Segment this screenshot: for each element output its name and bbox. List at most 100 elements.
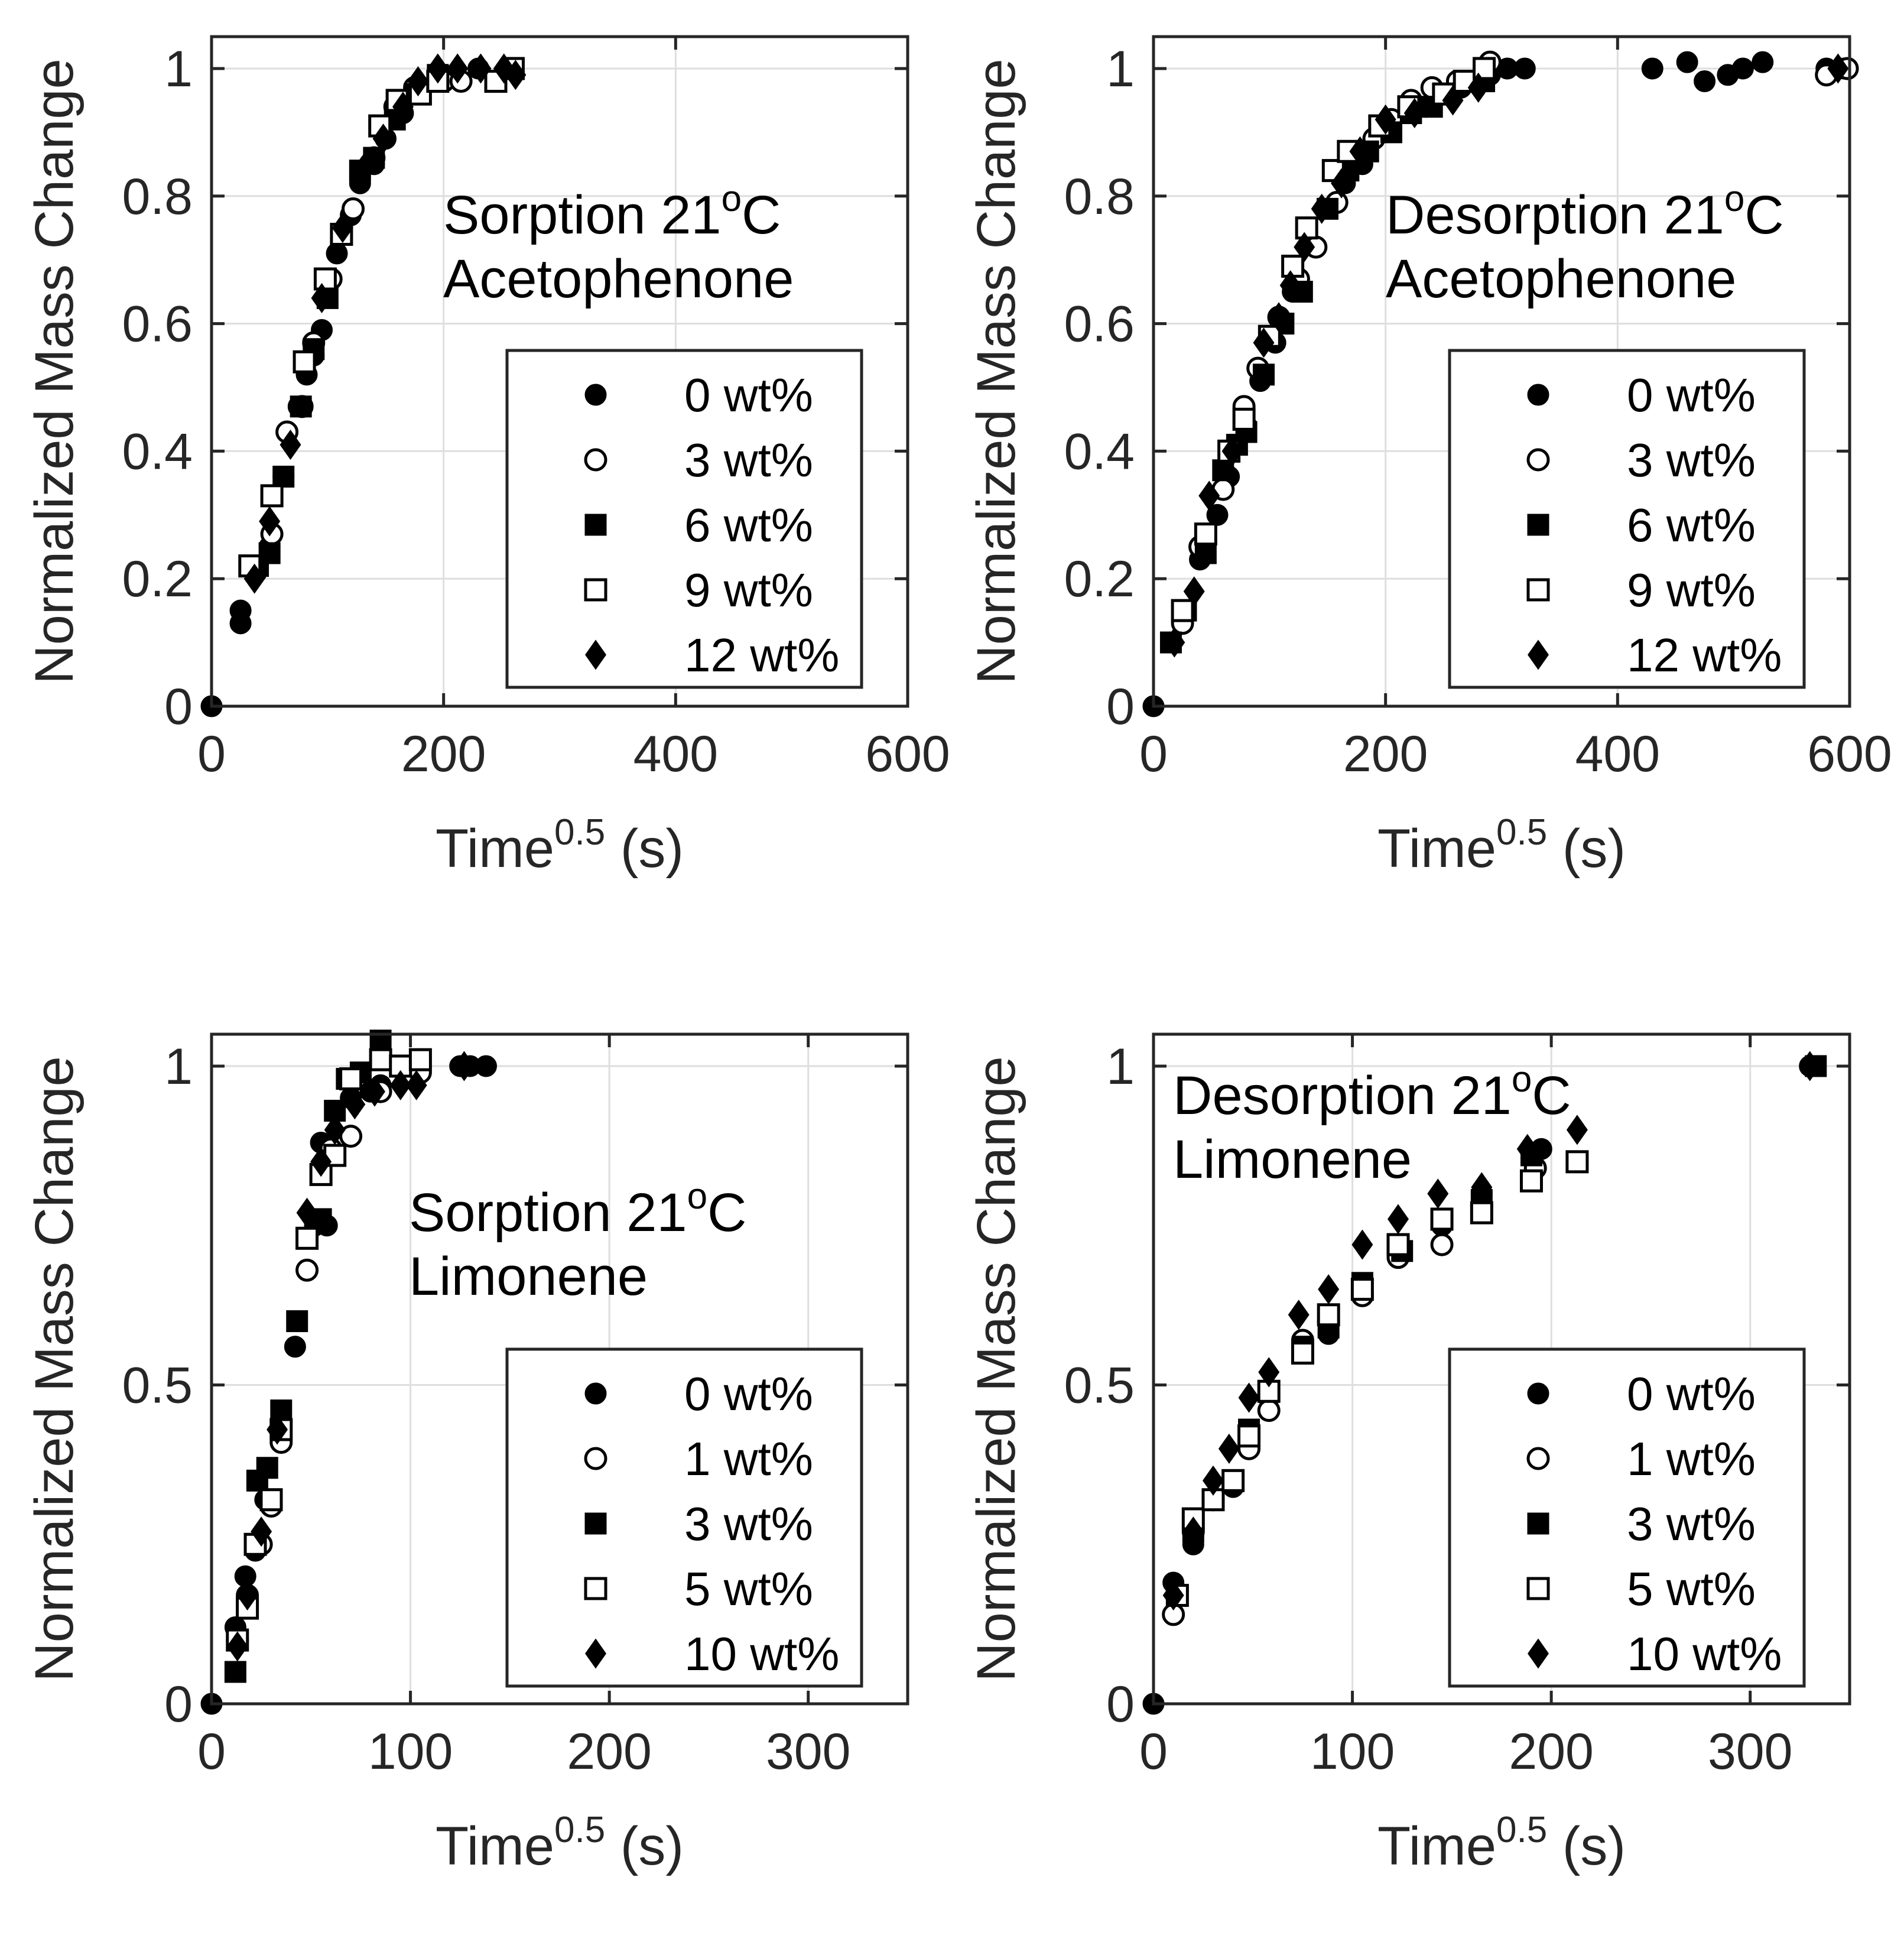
legend-marker <box>584 1447 607 1470</box>
data-point <box>1238 1382 1260 1413</box>
y-tick-label: 0 <box>1106 1676 1135 1733</box>
series-12-wt <box>1164 53 1849 658</box>
data-point <box>505 60 527 90</box>
plot-frame <box>1152 35 1851 708</box>
data-point <box>326 242 348 265</box>
x-tick-label: 300 <box>766 1723 851 1780</box>
annotation-line-1: Desorption 21oC <box>1386 178 1784 245</box>
x-tick-label: 300 <box>1708 1723 1793 1780</box>
y-tick-label: 1 <box>1106 41 1135 98</box>
data-point <box>427 53 449 84</box>
data-point <box>1237 1424 1261 1448</box>
data-point <box>1442 85 1464 116</box>
data-point <box>1513 57 1536 80</box>
data-point <box>1386 1233 1410 1256</box>
legend-box <box>1448 1347 1806 1688</box>
series-9-wt <box>1171 57 1496 622</box>
data-point <box>1317 1303 1340 1327</box>
legend-marker <box>1527 514 1549 536</box>
data-point <box>1182 1516 1204 1547</box>
data-point <box>1294 232 1315 262</box>
data-point <box>1427 1178 1449 1209</box>
series-0-wt <box>200 57 490 717</box>
data-point <box>1799 1051 1821 1081</box>
legend-marker <box>585 1638 606 1669</box>
chart-panel-1: 0 200 400 600 0 0.2 0.4 0.6 0.8 1 Time0.5 (s) Norma… <box>24 35 950 879</box>
legend-marker <box>584 1577 607 1600</box>
plot-frame <box>210 1032 909 1706</box>
x-tick-label: 200 <box>1343 726 1428 782</box>
data-point <box>1676 51 1698 73</box>
data-point <box>1566 1115 1588 1145</box>
legend-box <box>1448 349 1806 689</box>
x-tick-label: 600 <box>1807 726 1892 782</box>
data-point <box>1519 1169 1543 1193</box>
data-point <box>408 1048 432 1071</box>
y-tick-label: 0.4 <box>1064 423 1135 480</box>
data-point <box>284 1336 306 1358</box>
x-tick-label: 0 <box>1139 726 1168 782</box>
plot-frame <box>1152 1032 1851 1706</box>
y-tick-label: 0.2 <box>1064 551 1135 608</box>
data-point <box>1387 1204 1409 1235</box>
legend-marker <box>584 1512 607 1535</box>
x-axis-label: Time0.5 (s) <box>436 1810 684 1876</box>
y-tick-label: 0 <box>164 678 193 735</box>
data-point <box>1731 57 1754 80</box>
data-point <box>224 1661 246 1683</box>
y-tick-label: 0.5 <box>1064 1357 1135 1414</box>
data-point <box>1221 1469 1245 1492</box>
data-point <box>1253 327 1275 358</box>
data-point <box>1183 576 1205 607</box>
legend-label: 1 wt% <box>684 1433 813 1485</box>
y-tick-label: 0 <box>164 1676 193 1733</box>
data-point <box>1331 168 1353 199</box>
annotation-line-2: Acetophenone <box>1386 249 1736 309</box>
data-point <box>344 1089 366 1120</box>
data-point <box>1430 1233 1454 1256</box>
data-point <box>1212 459 1234 482</box>
legend-label: 0 wt% <box>1627 369 1756 421</box>
data-point <box>352 155 373 186</box>
data-point <box>364 1076 385 1107</box>
annotation-line-1: Desorption 21oC <box>1173 1059 1571 1126</box>
data-point <box>286 1310 308 1333</box>
data-point <box>475 1055 497 1077</box>
legend-label: 9 wt% <box>1627 564 1756 616</box>
data-point <box>1162 1580 1184 1611</box>
data-point <box>256 1457 278 1479</box>
data-point <box>1471 1172 1493 1203</box>
legend-marker <box>1526 448 1550 472</box>
data-point <box>313 267 337 291</box>
legend-label: 10 wt% <box>1627 1628 1782 1680</box>
annotation-line-1: Sorption 21oC <box>409 1176 747 1243</box>
x-tick-label: 0 <box>1139 1723 1168 1780</box>
y-axis-label: Normalized Mass Change <box>24 59 85 684</box>
data-point <box>236 1580 258 1611</box>
x-tick-label: 200 <box>567 1723 652 1780</box>
data-point <box>405 1070 427 1100</box>
x-tick-label: 100 <box>368 1723 453 1780</box>
x-tick-label: 0 <box>197 1723 226 1780</box>
data-point <box>1194 522 1217 546</box>
legend: 0 wt% 1 wt% 3 wt% 5 wt% 10 wt% <box>1448 1347 1806 1688</box>
data-point <box>470 53 492 84</box>
y-tick-label: 0.6 <box>1064 296 1135 353</box>
y-tick-label: 0.8 <box>1064 168 1135 225</box>
data-point <box>310 1146 332 1177</box>
legend-label: 3 wt% <box>684 434 813 486</box>
legend-label: 9 wt% <box>684 564 813 616</box>
data-point <box>280 430 301 460</box>
data-point <box>1164 627 1185 658</box>
x-tick-label: 200 <box>401 726 486 782</box>
x-tick-label: 400 <box>633 726 719 782</box>
data-point <box>1694 70 1716 93</box>
x-tick-label: 100 <box>1310 1723 1395 1780</box>
legend-marker <box>584 578 607 602</box>
data-point <box>1281 254 1305 278</box>
series-6-wt <box>1159 70 1496 654</box>
data-point <box>1349 136 1371 167</box>
data-point <box>332 213 353 243</box>
y-tick-label: 0.8 <box>122 168 193 225</box>
